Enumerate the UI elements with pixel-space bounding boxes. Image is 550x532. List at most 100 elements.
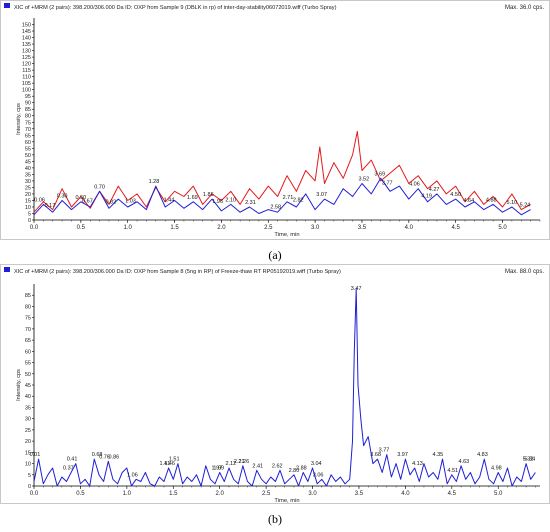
peak-label: 0.82	[105, 199, 116, 205]
x-tick-label: 4.0	[405, 225, 414, 231]
x-tick-label: 3.5	[358, 225, 367, 231]
x-tick-label: 1.0	[123, 491, 132, 497]
y-tick-label: 105	[22, 81, 31, 87]
x-tick-label: 3.0	[308, 491, 317, 497]
peak-label: 1.03	[125, 198, 136, 204]
peak-label: 5.32	[523, 457, 534, 463]
peak-label: 4.06	[409, 182, 420, 188]
series-line-1	[33, 130, 531, 213]
y-axis-label: Intensity, cps	[16, 369, 22, 401]
y-tick-label: 50	[25, 153, 31, 159]
y-tick-label: 0	[28, 218, 31, 224]
y-tick-label: 85	[25, 107, 31, 113]
peak-label: 4.35	[433, 452, 444, 458]
peak-label: 0.86	[108, 454, 119, 460]
peak-label: 0.68	[92, 452, 103, 458]
y-tick-label: 10	[25, 462, 31, 468]
y-tick-label: 65	[25, 338, 31, 344]
x-tick-label: 0.0	[30, 491, 39, 497]
y-tick-label: 10	[25, 205, 31, 211]
y-tick-label: 30	[25, 417, 31, 423]
x-axis-label: Time, min	[274, 498, 299, 504]
peak-label: 1.46	[164, 461, 175, 467]
series-line-1	[33, 288, 536, 487]
peak-label: 1.41	[160, 461, 171, 467]
x-tick-label: 4.5	[451, 225, 460, 231]
peak-label: 4.63	[459, 459, 470, 465]
chart-max-label: Max. 88.0 cps.	[505, 269, 544, 275]
peak-label: 0.01	[30, 452, 41, 458]
peak-label: 4.98	[491, 466, 502, 472]
peak-label: 3.04	[311, 461, 322, 467]
y-tick-label: 40	[25, 166, 31, 172]
peak-label: 0.70	[94, 184, 105, 190]
x-tick-label: 3.0	[311, 225, 320, 231]
peak-label: 2.82	[293, 197, 304, 203]
header-series-marker	[4, 267, 10, 272]
x-tick-label: 2.5	[264, 225, 273, 231]
x-tick-label: 4.0	[401, 491, 410, 497]
y-tick-label: 140	[22, 36, 31, 42]
x-tick-label: 0.0	[30, 225, 39, 231]
peak-label: 3.68	[370, 452, 381, 458]
x-tick-label: 3.5	[355, 491, 364, 497]
peak-label: 2.41	[252, 463, 263, 469]
y-tick-label: 115	[22, 68, 31, 74]
peak-label: 5.24	[520, 203, 531, 209]
header-series-marker	[4, 3, 10, 8]
peak-label: 0.30	[57, 193, 68, 199]
y-tick-label: 70	[25, 327, 31, 333]
peak-label: 5.34	[524, 457, 535, 463]
y-tick-label: 90	[25, 101, 31, 107]
x-axis: 0.0 0.5 1.0 1.5 2.0 2.5 3.0 3.5 4.0 4.5 5.0	[30, 220, 541, 231]
y-tick-label: 0	[28, 484, 31, 490]
caption-b: (b)	[268, 512, 282, 526]
y-tick-label: 25	[25, 428, 31, 434]
y-tick-label: 15	[25, 450, 31, 456]
x-tick-label: 1.5	[169, 491, 178, 497]
peak-label: 1.51	[169, 457, 180, 463]
peak-label: 2.80	[289, 468, 300, 474]
peak-label: 3.47	[351, 286, 362, 292]
y-tick-label: 50	[25, 372, 31, 378]
peak-label: 1.28	[149, 179, 160, 185]
y-tick-label: 75	[25, 120, 31, 126]
y-tick-label: 135	[22, 42, 31, 48]
peak-label: 1.06	[127, 472, 138, 478]
peak-label: 4.64	[463, 198, 474, 204]
peak-label: 3.69	[374, 171, 385, 177]
peak-label: 4.13	[412, 461, 423, 467]
x-tick-label: 5.0	[494, 491, 503, 497]
x-tick-label: 2.5	[262, 491, 271, 497]
y-tick-label: 60	[25, 349, 31, 355]
y-tick-label: 40	[25, 394, 31, 400]
y-tick-label: 110	[22, 75, 31, 81]
peak-label: 1.69	[187, 195, 198, 201]
y-tick-label: 125	[22, 55, 31, 61]
peak-label: 3.97	[397, 452, 408, 458]
peak-label: 4.88	[486, 197, 497, 203]
y-tick-label: 45	[25, 383, 31, 389]
peak-label: 4.50	[450, 192, 461, 198]
chromatogram-b: XIC of +MRM (2 pairs): 398.200/306.000 D…	[0, 264, 550, 504]
chart-max-label: Max. 36.0 cps.	[505, 5, 544, 11]
caption-a: (a)	[268, 248, 282, 262]
series-line-2	[33, 177, 531, 216]
y-tick-label: 65	[25, 133, 31, 139]
peak-label: 1.44	[164, 197, 175, 203]
y-axis-label: Intensity, cps	[16, 103, 22, 135]
y-tick-label: 35	[25, 405, 31, 411]
peak-label: 0.06	[34, 197, 45, 203]
x-tick-label: 1.0	[124, 225, 133, 231]
y-tick-label: 15	[25, 198, 31, 204]
x-tick-label: 4.5	[448, 491, 457, 497]
peak-label: 3.77	[382, 180, 393, 186]
peak-label: 3.52	[358, 177, 369, 183]
y-tick-label: 100	[22, 88, 31, 94]
y-tick-label: 60	[25, 140, 31, 146]
peak-label: 2.58	[270, 205, 281, 211]
peak-label: 2.10	[225, 197, 236, 203]
chart-header: XIC of +MRM (2 pairs): 398.200/306.000 D…	[14, 5, 337, 11]
peak-label: 4.83	[477, 452, 488, 458]
y-axis: 0 5 10 15 20 25 30 35 40 45 50 55 60 65 70 75 80 85	[25, 293, 34, 490]
